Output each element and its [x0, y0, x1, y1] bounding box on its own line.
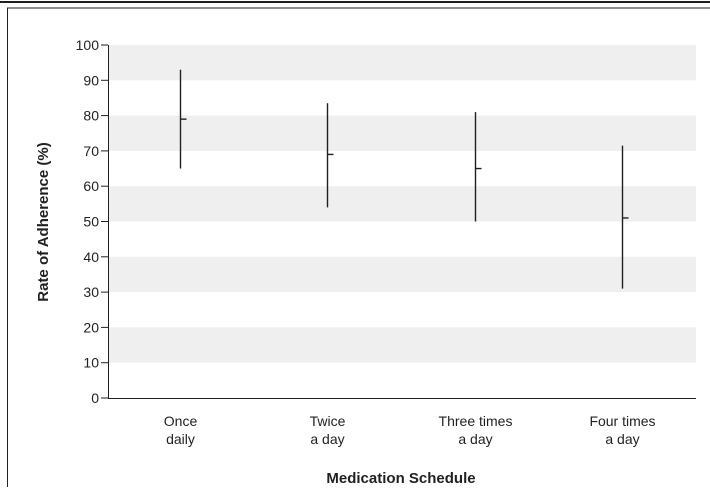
x-category-label: a day: [605, 431, 639, 447]
x-axis-categories: Once daily Twice a day Three times a day Four …: [164, 413, 656, 447]
x-axis-title: Medication Schedule: [326, 470, 475, 487]
x-category-label: a day: [310, 431, 344, 447]
grid-band: [108, 186, 696, 222]
y-tick-label: 80: [83, 108, 99, 124]
x-category-label: Once: [164, 413, 198, 429]
range-marks: [179, 69, 629, 289]
x-category-label: daily: [166, 431, 195, 447]
y-tick-label: 10: [83, 355, 99, 371]
x-category-label: a day: [458, 431, 492, 447]
grid-band: [108, 45, 696, 81]
axes: [108, 45, 696, 399]
y-axis-title: Rate of Adherence (%): [35, 142, 52, 301]
grid-band: [108, 327, 696, 363]
grid-bands: [108, 45, 696, 363]
y-tick-label: 100: [76, 37, 100, 53]
y-tick-label: 30: [83, 284, 99, 300]
y-tick-label: 70: [83, 143, 99, 159]
grid-band: [108, 115, 696, 151]
grid-band: [108, 256, 696, 293]
y-tick-label: 50: [83, 214, 99, 230]
y-tick-label: 90: [83, 72, 99, 88]
x-category-label: Three times: [439, 413, 513, 429]
y-tick-label: 40: [83, 249, 99, 265]
y-tick-label: 60: [83, 178, 99, 194]
y-tick-label: 20: [83, 319, 99, 335]
x-category-label: Four times: [589, 413, 655, 429]
x-category-label: Twice: [310, 413, 346, 429]
y-tick-label: 0: [91, 390, 99, 406]
y-axis-ticks: 0 10 20 30 40 50 60 70 80 90 100: [76, 37, 108, 406]
